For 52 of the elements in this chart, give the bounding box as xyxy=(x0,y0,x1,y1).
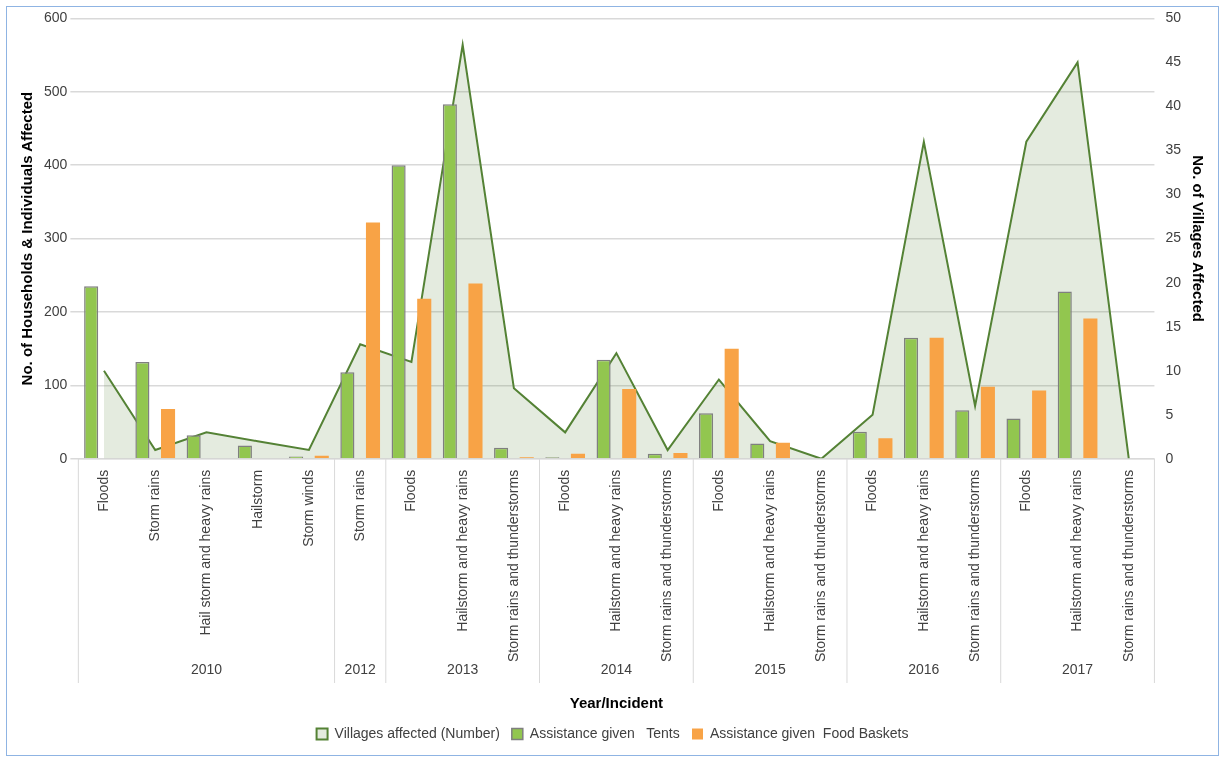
y2-tick-label: 20 xyxy=(1165,273,1182,290)
x-tick-label: Hailstorm and heavy rains xyxy=(453,469,470,632)
x-tick-label: Floods xyxy=(94,469,111,512)
x-tick-label: Hailstorm xyxy=(248,469,265,529)
x-tick-label: Storm rains and thunderstorms xyxy=(1119,469,1136,663)
y2-tick-label: 50 xyxy=(1165,9,1182,26)
y2-tick-label: 35 xyxy=(1165,141,1182,158)
text: 2010 xyxy=(190,660,223,677)
x-tick-label: Hail storm and heavy rains xyxy=(197,469,214,636)
text: 2012 xyxy=(344,660,376,677)
x-tick-label: Floods xyxy=(863,469,880,512)
x-tick-label: Floods xyxy=(709,469,726,512)
y2-tick-label: 0 xyxy=(1165,449,1174,466)
x-tick-label: Hailstorm and heavy rains xyxy=(760,469,777,632)
text: 2017 xyxy=(1061,660,1094,677)
y2-tick-label: 5 xyxy=(1165,405,1174,422)
x-tick-label: Storm rains and thunderstorms xyxy=(658,469,675,663)
x-tick-label: Hailstorm and heavy rains xyxy=(1068,469,1085,632)
x-tick-label: Floods xyxy=(402,469,419,512)
y2-tick-label: 10 xyxy=(1165,361,1182,378)
y-tick-label: 0 xyxy=(59,449,68,466)
x-tick-label: Storm rains and thunderstorms xyxy=(504,469,521,663)
x-tick-label: Hailstorm and heavy rains xyxy=(914,469,931,632)
y2-axis-title: No. of Villages Affected xyxy=(1189,155,1207,322)
y2-tick-label: 15 xyxy=(1165,317,1182,334)
y-tick-label: 300 xyxy=(44,229,68,246)
x-axis-title: Year/Incident xyxy=(569,694,664,712)
x-tick-label: Storm rains xyxy=(146,469,163,542)
legend-label: Assistance given Food Baskets xyxy=(709,724,909,741)
y2-tick-label: 25 xyxy=(1165,229,1182,246)
y-tick-label: 400 xyxy=(44,156,68,173)
x-tick-label: Storm winds xyxy=(299,469,316,547)
x-tick-label: Storm rains xyxy=(351,469,368,542)
legend-label: Villages affected (Number) xyxy=(334,724,500,741)
y-axis-title: No. of Households & Individuals Affected xyxy=(18,91,36,386)
x-tick-label: Floods xyxy=(1017,469,1034,512)
y-tick-label: 100 xyxy=(44,376,68,393)
text: 2016 xyxy=(908,660,940,677)
text: 2015 xyxy=(754,660,786,677)
x-tick-label: Hailstorm and heavy rains xyxy=(607,469,624,632)
x-tick-label: Storm rains and thunderstorms xyxy=(812,469,829,663)
y-tick-label: 200 xyxy=(44,302,68,319)
legend-label: Assistance given Tents xyxy=(529,724,680,741)
y-tick-label: 600 xyxy=(44,9,68,26)
text: 2014 xyxy=(600,660,633,677)
text: 2013 xyxy=(447,660,479,677)
y2-tick-label: 30 xyxy=(1165,185,1182,202)
y-tick-label: 500 xyxy=(44,82,68,99)
y2-tick-label: 40 xyxy=(1165,97,1182,114)
x-tick-label: Storm rains and thunderstorms xyxy=(965,469,982,663)
y2-tick-label: 45 xyxy=(1165,53,1182,70)
x-tick-label: Floods xyxy=(556,469,573,512)
